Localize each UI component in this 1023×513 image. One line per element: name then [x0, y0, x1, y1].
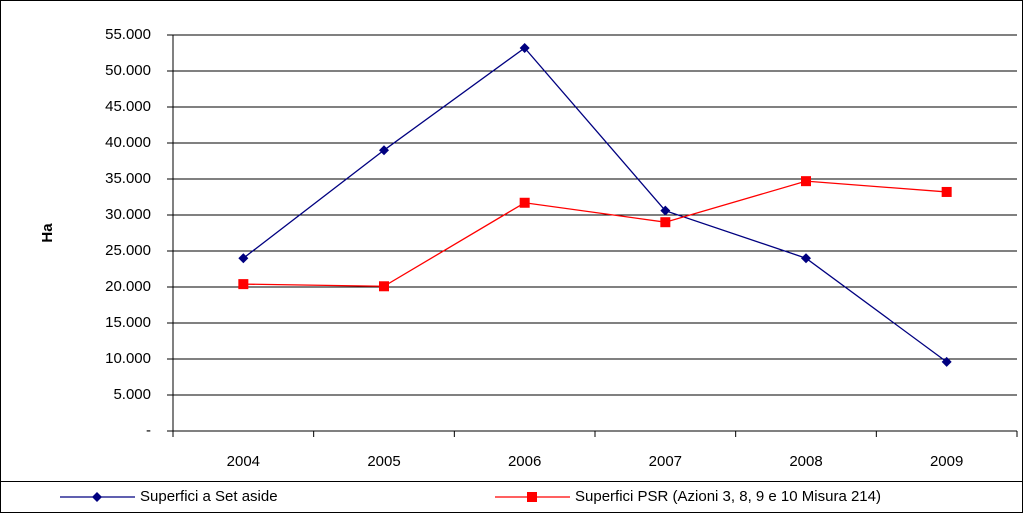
x-tick-label: 2005 — [367, 453, 400, 470]
y-tick-label: 35.000 — [105, 170, 151, 187]
marker — [801, 253, 811, 264]
y-tick-label: 15.000 — [105, 314, 151, 331]
x-tick-label: 2008 — [789, 453, 822, 470]
legend-label: Superfici PSR (Azioni 3, 8, 9 e 10 Misur… — [575, 488, 881, 505]
marker — [238, 279, 249, 290]
marker — [801, 176, 811, 187]
y-tick-label: 20.000 — [105, 278, 151, 295]
x-tick-label: 2006 — [508, 453, 541, 470]
marker — [379, 145, 389, 156]
y-tick-label: 10.000 — [105, 350, 151, 367]
marker — [92, 492, 102, 502]
marker — [527, 492, 537, 502]
series-line — [243, 180, 947, 287]
y-tick-label: 45.000 — [105, 98, 151, 115]
x-tick-label: 2007 — [649, 453, 682, 470]
y-tick-label: 55.000 — [105, 26, 151, 43]
y-tick-label: 5.000 — [113, 386, 151, 403]
marker — [379, 281, 389, 292]
y-tick-label: 25.000 — [105, 242, 151, 259]
y-tick-label: 40.000 — [105, 134, 151, 151]
marker — [941, 356, 952, 367]
marker — [519, 197, 530, 208]
y-axis-label: Ha — [39, 223, 56, 243]
marker — [660, 205, 671, 216]
series-line — [242, 47, 948, 363]
y-tick-label: 50.000 — [105, 62, 151, 79]
legend-label: Superfici a Set aside — [140, 488, 278, 505]
marker — [660, 217, 671, 228]
x-tick-label: 2009 — [930, 453, 963, 470]
y-tick-label: 30.000 — [105, 206, 151, 223]
marker — [238, 253, 249, 264]
y-tick-label: - — [146, 422, 151, 439]
marker — [519, 42, 530, 53]
marker — [941, 186, 952, 197]
x-tick-label: 2004 — [227, 453, 260, 470]
